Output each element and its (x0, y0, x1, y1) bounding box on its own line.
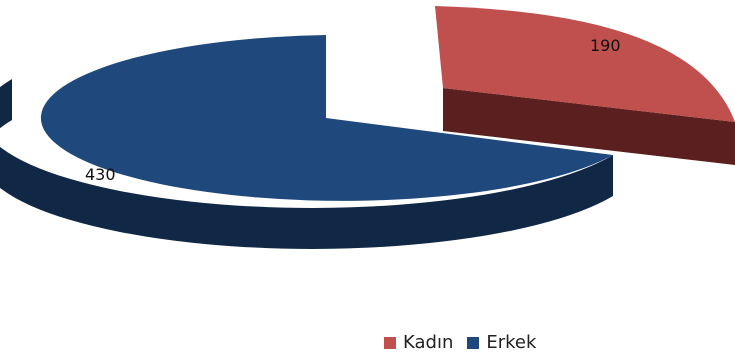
data-label-erkek: 430 (85, 165, 116, 184)
slice-kadin-side (443, 88, 735, 165)
legend-swatch-erkek (467, 336, 480, 349)
legend-item-erkek: Erkek (467, 332, 536, 353)
legend-label-kadin: Kadın (403, 332, 454, 353)
slice-erkek (40, 35, 613, 201)
slice-kadin (435, 6, 735, 122)
legend-label-erkek: Erkek (486, 332, 537, 353)
legend: Kadın Erkek (384, 332, 550, 353)
data-label-kadin: 190 (590, 36, 621, 55)
legend-item-kadin: Kadın (384, 332, 453, 353)
slice-erkek-side (0, 79, 613, 249)
legend-swatch-kadin (384, 336, 396, 349)
